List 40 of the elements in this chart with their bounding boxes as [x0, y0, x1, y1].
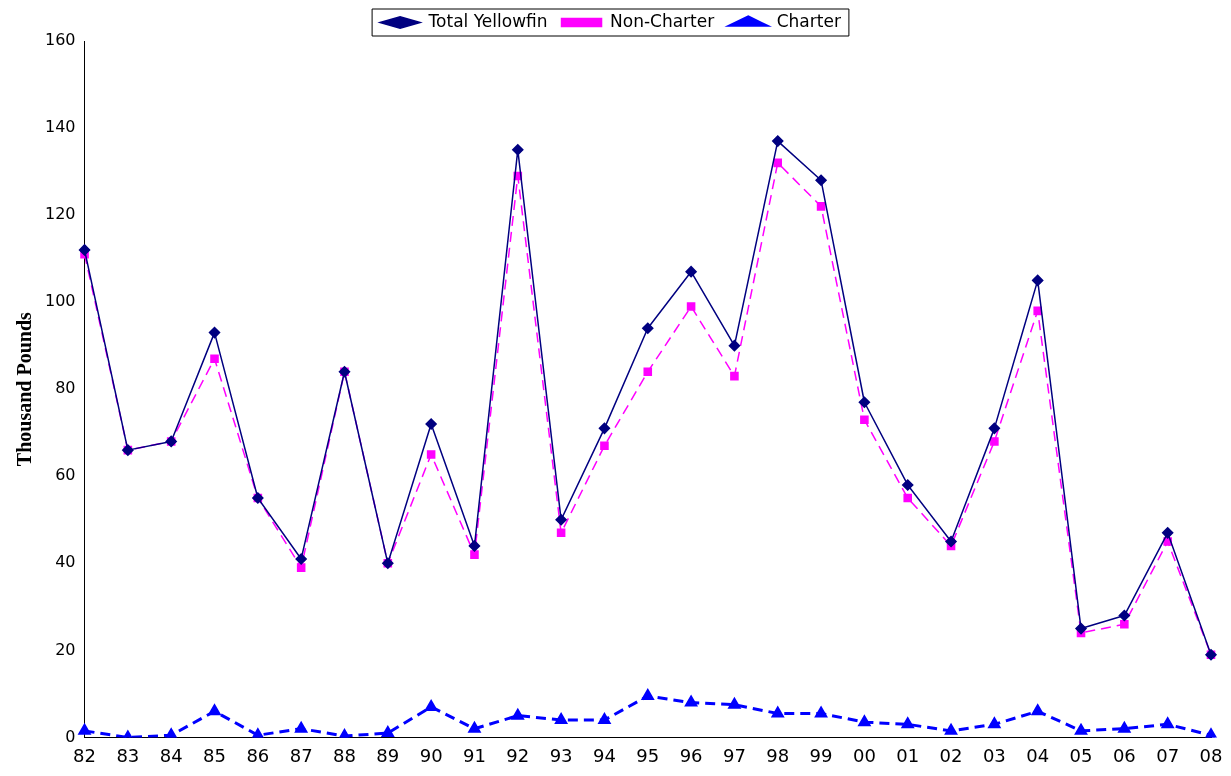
legend-label: Total Yellowfin: [427, 10, 548, 31]
x-tick-label: 88: [333, 744, 356, 766]
x-tick-label: 90: [419, 744, 443, 766]
x-tick-label: 82: [73, 744, 96, 766]
x-tick-label: 04: [1026, 744, 1050, 766]
x-tick-label: 01: [896, 744, 920, 766]
x-tick-label: 98: [766, 744, 790, 766]
y-tick-label: 140: [44, 117, 76, 137]
y-tick-label: 40: [55, 552, 76, 572]
y-tick-label: 0: [65, 726, 76, 746]
x-tick-label: 05: [1069, 744, 1093, 766]
legend-label: Non-Charter: [610, 10, 715, 31]
x-tick-label: 89: [376, 744, 400, 766]
x-tick-label: 96: [679, 744, 703, 766]
y-tick-label: 60: [55, 465, 76, 485]
x-tick-label: 02: [939, 744, 963, 766]
x-tick-label: 87: [289, 744, 313, 766]
x-tick-label: 86: [246, 744, 270, 766]
y-axis-title: Thousand Pounds: [13, 311, 36, 467]
x-tick-label: 06: [1112, 744, 1136, 766]
x-tick-label: 91: [463, 744, 486, 766]
x-tick-label: 92: [506, 744, 530, 766]
x-tick-label: 97: [722, 744, 746, 766]
y-tick-label: 120: [44, 204, 76, 224]
x-tick-label: 85: [203, 744, 226, 766]
legend-label: Charter: [776, 10, 841, 31]
x-tick-label: 84: [159, 744, 183, 766]
x-tick-label: 03: [982, 744, 1006, 766]
x-tick-label: 93: [549, 744, 573, 766]
x-tick-label: 07: [1156, 744, 1180, 766]
x-tick-label: 99: [809, 744, 833, 766]
x-tick-label: 94: [592, 744, 616, 766]
y-tick-label: 160: [44, 30, 76, 50]
x-tick-label: 95: [636, 744, 660, 766]
y-tick-label: 100: [44, 291, 76, 311]
x-tick-label: 08: [1199, 744, 1223, 766]
x-tick-label: 00: [852, 744, 876, 766]
x-tick-label: 83: [116, 744, 140, 766]
y-tick-label: 20: [55, 639, 76, 659]
y-tick-label: 80: [55, 378, 76, 398]
